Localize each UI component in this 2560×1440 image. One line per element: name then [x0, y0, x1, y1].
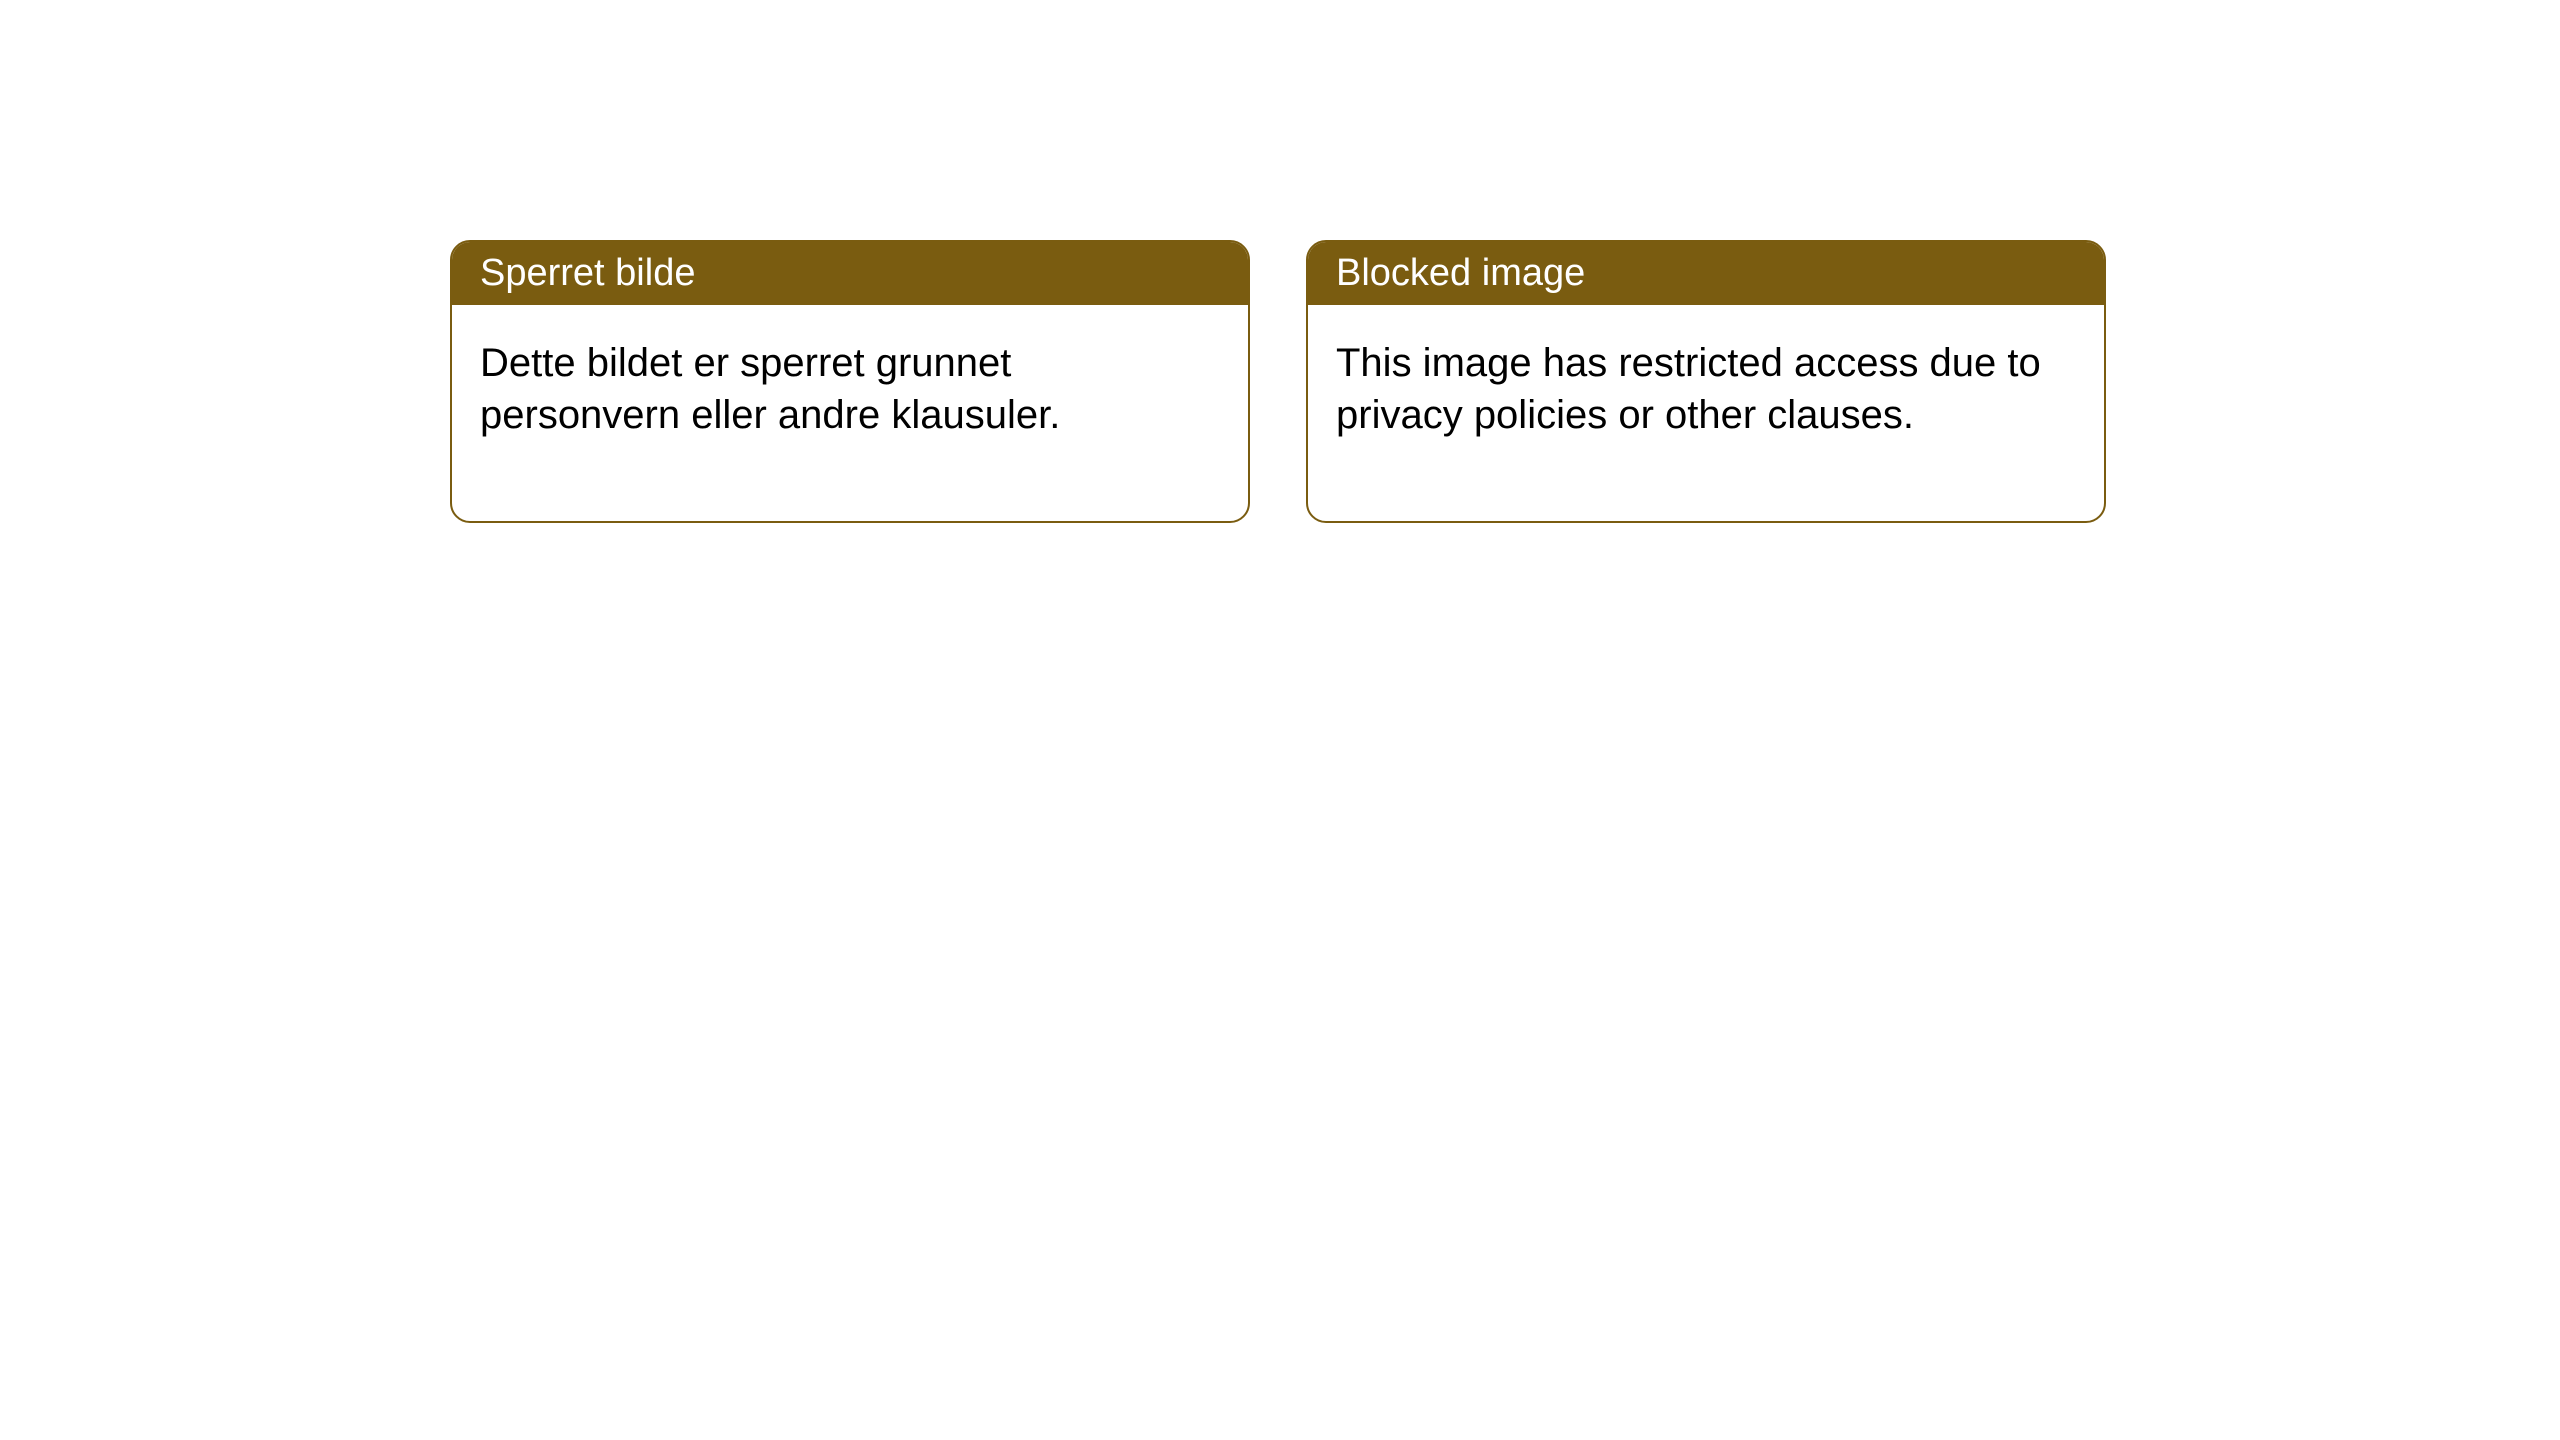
notice-title: Sperret bilde — [480, 252, 695, 294]
notice-card-english: Blocked image This image has restricted … — [1306, 240, 2106, 523]
notice-body: Dette bildet er sperret grunnet personve… — [452, 305, 1248, 521]
notice-header: Blocked image — [1308, 242, 2104, 305]
notice-container: Sperret bilde Dette bildet er sperret gr… — [450, 240, 2106, 523]
notice-header: Sperret bilde — [452, 242, 1248, 305]
notice-title: Blocked image — [1336, 252, 1585, 294]
notice-text: Dette bildet er sperret grunnet personve… — [480, 341, 1060, 437]
notice-card-norwegian: Sperret bilde Dette bildet er sperret gr… — [450, 240, 1250, 523]
notice-body: This image has restricted access due to … — [1308, 305, 2104, 521]
notice-text: This image has restricted access due to … — [1336, 341, 2041, 437]
